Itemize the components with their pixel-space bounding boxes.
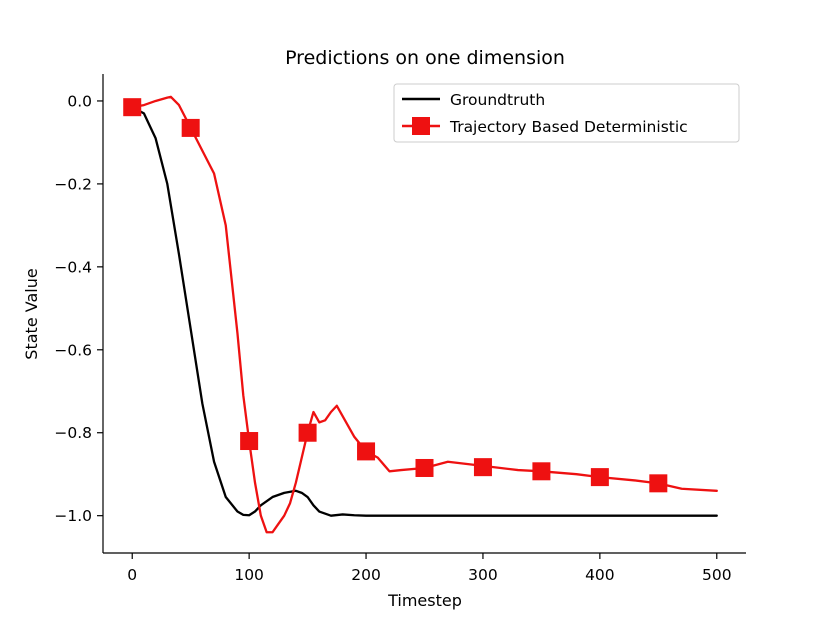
- legend-label-trajectory: Trajectory Based Deterministic: [449, 118, 688, 136]
- x-tick-label: 400: [585, 566, 615, 584]
- data-point-marker: [240, 432, 259, 451]
- y-tick-label: −0.6: [54, 341, 92, 359]
- y-tick-label: −1.0: [54, 507, 92, 525]
- y-tick-label: 0.0: [67, 92, 92, 110]
- x-axis-label: Timestep: [387, 591, 462, 610]
- x-ticks: 0 100 200 300 400 500: [127, 553, 732, 584]
- x-tick-label: 200: [351, 566, 381, 584]
- legend-marker-trajectory: [412, 117, 430, 135]
- data-point-marker: [181, 118, 200, 137]
- y-tick-label: −0.2: [54, 175, 92, 193]
- data-point-marker: [649, 474, 668, 493]
- legend-box: [393, 83, 740, 143]
- y-axis-label: State Value: [22, 268, 41, 359]
- plot-markers: [123, 98, 668, 493]
- series-line-groundtruth: [131, 106, 718, 517]
- data-point-marker: [123, 98, 142, 117]
- chart-title: Predictions on one dimension: [285, 47, 565, 69]
- y-tick-label: −0.8: [54, 424, 92, 442]
- y-ticks: 0.0 −0.2 −0.4 −0.6 −0.8 −1.0: [54, 92, 103, 525]
- x-tick-label: 0: [127, 566, 137, 584]
- data-point-marker: [473, 458, 492, 477]
- data-point-marker: [590, 468, 609, 487]
- x-tick-label: 500: [702, 566, 732, 584]
- y-tick-label: −0.4: [54, 258, 92, 276]
- data-point-marker: [415, 458, 434, 477]
- legend-label-groundtruth: Groundtruth: [450, 91, 545, 109]
- data-point-marker: [532, 462, 551, 481]
- x-tick-label: 300: [468, 566, 498, 584]
- x-tick-label: 100: [234, 566, 264, 584]
- data-point-marker: [357, 442, 376, 461]
- data-point-marker: [298, 423, 317, 442]
- legend: Groundtruth Trajectory Based Determinist…: [393, 83, 740, 143]
